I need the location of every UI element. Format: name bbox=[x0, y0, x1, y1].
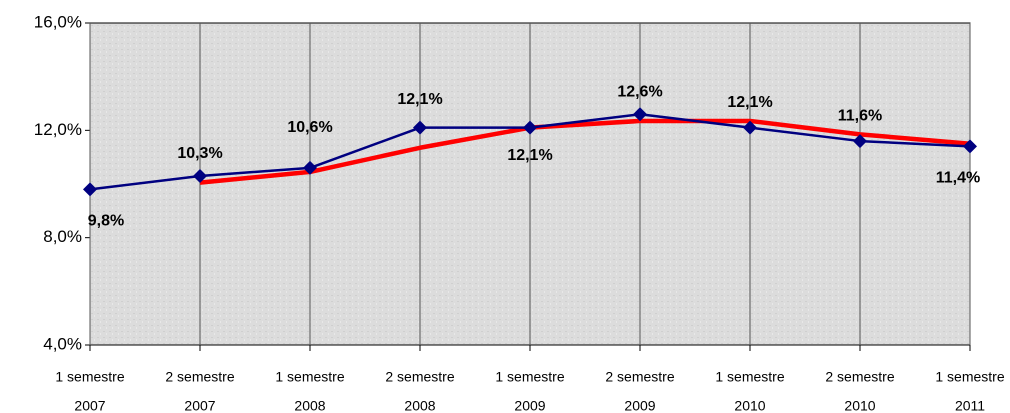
x-tick-label: 1 semestre bbox=[495, 369, 564, 385]
x-tick-label: 2 semestre bbox=[385, 369, 454, 385]
x-tick-label: 2007 bbox=[184, 398, 215, 413]
x-tick-label: 2009 bbox=[514, 398, 545, 413]
x-tick-label: 2010 bbox=[844, 398, 875, 413]
marker bbox=[743, 120, 757, 135]
data-label: 11,4% bbox=[936, 170, 980, 187]
x-tick-label: 2007 bbox=[74, 398, 105, 413]
x-tick-label: 2008 bbox=[294, 398, 325, 413]
data-label: 12,6% bbox=[617, 83, 662, 100]
x-tick-label: 2 semestre bbox=[605, 369, 674, 385]
series-line bbox=[199, 118, 971, 185]
data-label: 12,1% bbox=[507, 147, 552, 164]
marker bbox=[413, 120, 427, 135]
y-tick-label: 4,0% bbox=[43, 334, 82, 353]
data-label: 12,1% bbox=[397, 91, 442, 108]
x-tick-label: 1 semestre bbox=[935, 369, 1004, 385]
x-tick-label: 1 semestre bbox=[55, 369, 124, 385]
x-tick-label: 1 semestre bbox=[275, 369, 344, 385]
marker bbox=[633, 107, 647, 122]
x-tick-label: 1 semestre bbox=[715, 369, 784, 385]
x-tick-label: 2 semestre bbox=[825, 369, 894, 385]
y-tick-label: 12,0% bbox=[34, 120, 82, 139]
data-label: 10,3% bbox=[177, 145, 222, 162]
marker bbox=[963, 139, 977, 154]
data-label: 10,6% bbox=[287, 119, 332, 136]
marker bbox=[853, 134, 867, 149]
x-tick-label: 2010 bbox=[734, 398, 765, 413]
data-label: 11,6% bbox=[838, 107, 882, 124]
x-tick-label: 2008 bbox=[404, 398, 435, 413]
marker bbox=[523, 120, 537, 135]
x-tick-label: 2011 bbox=[955, 398, 985, 413]
marker bbox=[303, 160, 317, 175]
y-tick-label: 16,0% bbox=[34, 12, 82, 31]
x-tick-label: 2 semestre bbox=[165, 369, 234, 385]
marker bbox=[83, 182, 97, 197]
marker bbox=[193, 168, 207, 183]
y-tick-label: 8,0% bbox=[43, 227, 82, 246]
x-tick-label: 2009 bbox=[624, 398, 655, 413]
data-label: 12,1% bbox=[727, 94, 772, 111]
data-label: 9,8% bbox=[88, 213, 124, 230]
